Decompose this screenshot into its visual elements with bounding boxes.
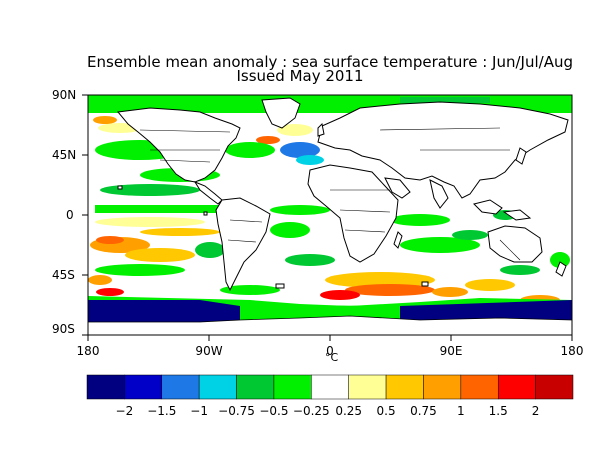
lat-label-90s: 90S <box>52 322 75 336</box>
chart-title-line1: Ensemble mean anomaly : sea surface temp… <box>87 53 573 71</box>
colorbar-swatch <box>348 374 387 400</box>
lat-label-45s: 45S <box>52 268 75 282</box>
lon-label-90w: 90W <box>195 344 223 358</box>
country-borders <box>139 127 521 261</box>
colorbar-label: 0.5 <box>376 404 396 418</box>
colorbar-swatch <box>86 374 125 400</box>
lon-label-180-east: 180 <box>560 344 584 358</box>
colorbar-swatch <box>161 374 200 400</box>
colorbar-label: −2 <box>115 404 134 418</box>
colorbar-swatch <box>311 374 349 400</box>
colorbar-label: 2 <box>531 404 540 418</box>
colorbar-label: −1 <box>190 404 208 418</box>
colorbar-label: −0.75 <box>218 404 255 418</box>
colorbar-label: −0.25 <box>292 404 330 418</box>
colorbar <box>86 374 574 400</box>
map-field <box>88 95 572 335</box>
lon-label-90e: 90E <box>439 344 463 358</box>
lat-label-90n: 90N <box>52 88 77 102</box>
chart-title-line2: Issued May 2011 <box>236 67 364 85</box>
lat-label-45n: 45N <box>52 148 77 162</box>
colorbar-label: 0.75 <box>410 404 437 418</box>
lon-label-0: 0 <box>326 344 334 358</box>
colorbar-label: −0.5 <box>259 404 289 418</box>
lon-label-180-west: 180 <box>76 344 100 358</box>
colorbar-swatch <box>460 374 499 400</box>
colorbar-swatch <box>423 374 462 400</box>
unit-label: °C <box>325 351 339 364</box>
colorbar-swatch <box>385 374 424 400</box>
colorbar-label: 0.25 <box>335 404 363 418</box>
colorbar-swatch <box>124 374 163 400</box>
colorbar-swatch <box>535 374 574 400</box>
antarctica <box>88 315 572 335</box>
colorbar-label: 1 <box>457 404 465 418</box>
colorbar-swatch <box>236 374 275 400</box>
antarctic-cold-band-west <box>88 300 240 322</box>
colorbar-label: −1.5 <box>147 404 177 418</box>
antarctic-cold-band-east <box>400 300 572 322</box>
colorbar-swatch <box>497 374 536 400</box>
axis-ticks <box>82 94 573 341</box>
colorbar-swatch <box>198 374 237 400</box>
colorbar-label: 1.5 <box>488 404 508 418</box>
lat-label-0: 0 <box>66 208 74 222</box>
colorbar-swatch <box>273 374 312 400</box>
